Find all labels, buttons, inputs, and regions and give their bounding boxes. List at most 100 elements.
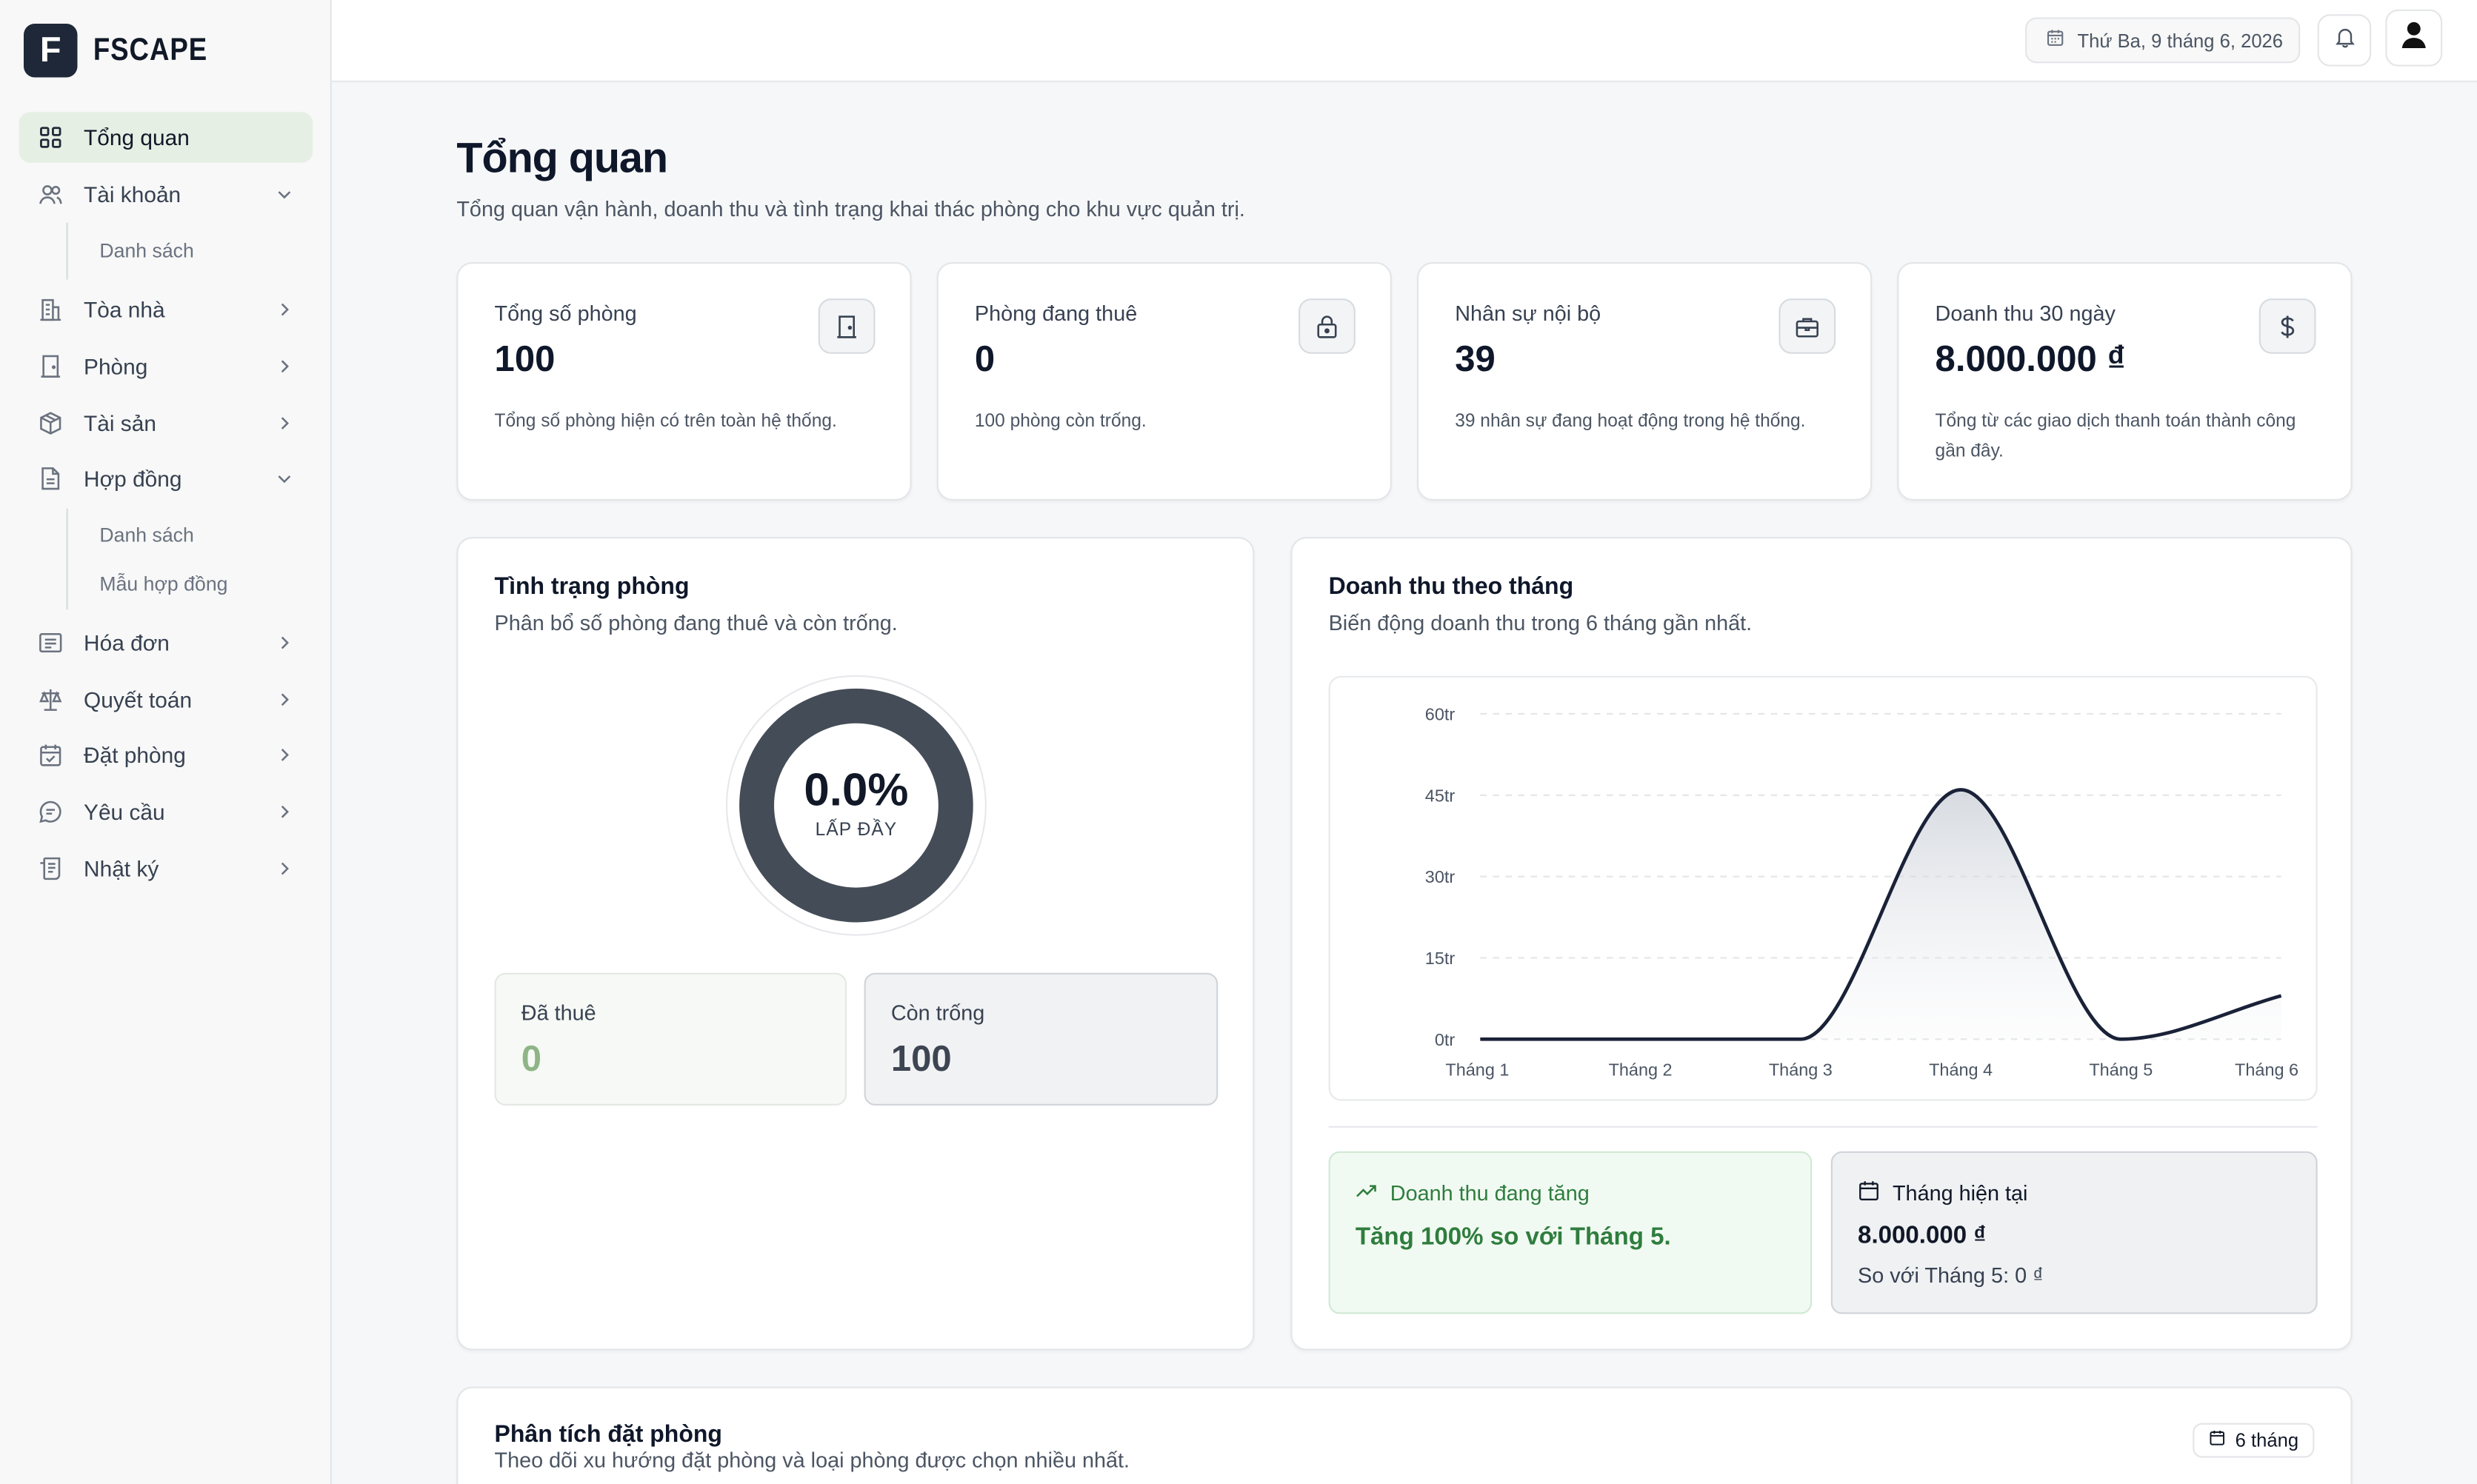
stat-description: 100 phòng còn trống. xyxy=(974,412,1147,432)
current-header: Tháng hiện tại xyxy=(1858,1180,2027,1206)
grid-icon xyxy=(38,124,63,150)
vacant-box: Còn trống 100 xyxy=(864,972,1219,1106)
occupancy-label: LẤP ĐẦY xyxy=(815,821,898,840)
stat-card-rented-rooms: Phòng đang thuê 0 100 phòng còn trống. xyxy=(936,262,1392,501)
page-title: Tổng quan xyxy=(456,134,668,182)
stat-label: Phòng đang thuê xyxy=(974,301,1138,326)
chevron-right-icon xyxy=(275,357,294,376)
chevron-right-icon xyxy=(275,690,294,709)
brand-name: FSCAPE xyxy=(93,32,208,67)
date-text: Thứ Ba, 9 tháng 6, 2026 xyxy=(2077,29,2284,52)
x-tick-label: Tháng 5 xyxy=(2089,1060,2153,1079)
submenu-contract-list[interactable]: Danh sách xyxy=(99,524,194,547)
package-icon xyxy=(38,411,63,436)
donut-vacant-arc xyxy=(739,688,973,923)
users-icon xyxy=(38,181,63,207)
stat-label: Tổng số phòng xyxy=(494,301,637,326)
stat-value: 100 xyxy=(494,338,556,379)
sidebar-item-label: Tài khoản xyxy=(84,181,181,207)
sidebar-item-rooms[interactable]: Phòng xyxy=(19,341,313,392)
chevron-down-icon xyxy=(275,469,294,488)
y-tick-label: 30tr xyxy=(1425,867,1456,886)
stat-value: 39 xyxy=(1455,338,1496,379)
x-tick-label: Tháng 3 xyxy=(1769,1060,1833,1079)
sidebar-item-label: Hợp đồng xyxy=(84,466,182,492)
submenu-contract-templates[interactable]: Mẫu hợp đồng xyxy=(99,573,228,596)
sidebar-item-settlements[interactable]: Quyết toán xyxy=(19,675,313,725)
stat-value: 8.000.000 ₫ xyxy=(1935,338,2126,379)
sidebar-item-assets[interactable]: Tài sản xyxy=(19,398,313,448)
submenu-line xyxy=(66,508,68,610)
sidebar-item-invoices[interactable]: Hóa đơn xyxy=(19,618,313,668)
vacant-value: 100 xyxy=(890,1037,952,1079)
sidebar: F FSCAPE Tổng quan Tài khoản Danh sách T… xyxy=(0,0,332,1484)
chevron-right-icon xyxy=(275,859,294,878)
log-icon xyxy=(38,856,63,881)
scale-icon xyxy=(38,687,63,712)
trend-header: Doanh thu đang tăng xyxy=(1356,1180,1590,1206)
brand-logo[interactable]: F FSCAPE xyxy=(23,23,226,78)
occupancy-donut: 0.0% LẤP ĐẦY xyxy=(725,675,987,937)
chevron-down-icon xyxy=(275,185,294,204)
sidebar-item-overview[interactable]: Tổng quan xyxy=(19,112,313,163)
sidebar-item-requests[interactable]: Yêu cầu xyxy=(19,786,313,837)
x-tick-label: Tháng 4 xyxy=(1929,1060,1993,1079)
bell-icon xyxy=(2333,24,2356,56)
notifications-button[interactable] xyxy=(2317,14,2372,67)
revenue-line xyxy=(1480,788,2282,1041)
sidebar-item-label: Tổng quan xyxy=(84,124,190,150)
revenue-title: Doanh thu theo tháng xyxy=(1328,573,1574,601)
range-select[interactable]: 6 tháng xyxy=(2193,1423,2315,1458)
sidebar-item-bookings[interactable]: Đặt phòng xyxy=(19,729,313,780)
x-tick-label: Tháng 2 xyxy=(1609,1060,1673,1079)
divider xyxy=(1328,1126,2318,1128)
sidebar-item-label: Quyết toán xyxy=(84,686,193,712)
date-display[interactable]: Thứ Ba, 9 tháng 6, 2026 xyxy=(2025,17,2301,64)
sidebar-item-label: Yêu cầu xyxy=(84,799,165,825)
logo-mark: F xyxy=(23,23,78,78)
topbar: Thứ Ba, 9 tháng 6, 2026 xyxy=(331,0,2477,82)
user-menu-button[interactable] xyxy=(2385,9,2443,67)
current-compare: So với Tháng 5: 0 ₫ xyxy=(1858,1263,2044,1288)
current-title: Tháng hiện tại xyxy=(1892,1181,2028,1206)
x-tick-label: Tháng 1 xyxy=(1445,1060,1509,1079)
lock-icon xyxy=(1298,298,1356,354)
rented-box: Đã thuê 0 xyxy=(494,972,847,1106)
revenue-chart: 0tr 15tr 30tr 45tr 60tr Tháng 1 Tháng 2 Tháng 3… xyxy=(1328,675,2318,1101)
range-value: 6 tháng xyxy=(2235,1429,2299,1451)
sidebar-item-buildings[interactable]: Tòa nhà xyxy=(19,284,313,335)
chevron-right-icon xyxy=(275,802,294,821)
chevron-right-icon xyxy=(275,746,294,765)
page-subtitle: Tổng quan vận hành, doanh thu và tình tr… xyxy=(456,197,1245,221)
y-tick-label: 60tr xyxy=(1425,705,1456,724)
trend-text: Tăng 100% so với Tháng 5. xyxy=(1355,1223,1671,1251)
submenu-account-list[interactable]: Danh sách xyxy=(99,240,194,263)
submenu-line xyxy=(66,222,68,280)
dollar-icon xyxy=(2258,298,2316,354)
chat-icon xyxy=(38,799,63,824)
sidebar-item-logs[interactable]: Nhật ký xyxy=(19,843,313,894)
revenue-trend-box: Doanh thu đang tăng Tăng 100% so với Thá… xyxy=(1328,1151,1813,1314)
trending-up-icon xyxy=(1356,1180,1378,1206)
building-icon xyxy=(38,297,63,322)
door-icon xyxy=(818,298,876,354)
user-icon xyxy=(2398,19,2430,58)
calendar-icon xyxy=(2046,28,2065,52)
current-month-box: Tháng hiện tại 8.000.000 ₫ So với Tháng … xyxy=(1830,1151,2318,1314)
stat-label: Doanh thu 30 ngày xyxy=(1935,301,2116,326)
sidebar-item-accounts[interactable]: Tài khoản xyxy=(19,169,313,219)
rented-label: Đã thuê xyxy=(521,1001,596,1026)
sidebar-item-label: Tài sản xyxy=(84,410,156,436)
sidebar-item-label: Đặt phòng xyxy=(84,742,186,768)
chevron-right-icon xyxy=(275,633,294,652)
briefcase-icon xyxy=(1778,298,1836,354)
room-status-title: Tình trạng phòng xyxy=(494,573,690,601)
stat-label: Nhân sự nội bộ xyxy=(1455,301,1601,326)
booking-subtitle: Theo dõi xu hướng đặt phòng và loại phòn… xyxy=(494,1448,1130,1472)
revenue-subtitle: Biến động doanh thu trong 6 tháng gần nh… xyxy=(1328,611,1753,635)
donut-outer-ring xyxy=(725,675,987,936)
vacant-label: Còn trống xyxy=(890,1001,985,1026)
stat-description: Tổng số phòng hiện có trên toàn hệ thống… xyxy=(494,412,837,432)
stat-description: 39 nhân sự đang hoạt động trong hệ thống… xyxy=(1455,412,1806,432)
sidebar-item-contracts[interactable]: Hợp đồng xyxy=(19,453,313,504)
